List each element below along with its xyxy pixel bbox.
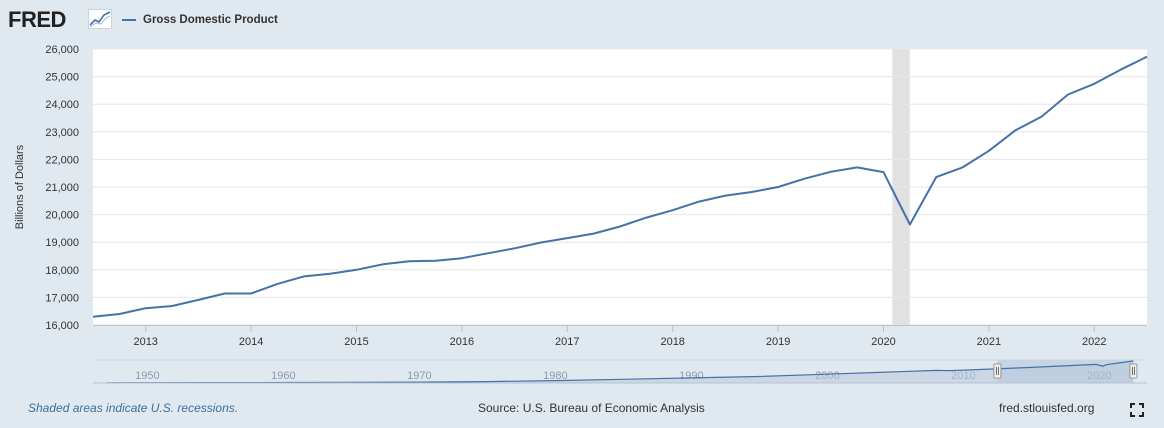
x-tick-label: 2022 [1082,336,1106,348]
fred-logo[interactable]: FRED [8,7,66,32]
x-tick-label: 2020 [871,336,895,348]
gdp-chart[interactable]: 16,000 17,000 18,000 19,000 20,000 21,000 22,0… [0,0,1164,395]
recession-note: Shaded areas indicate U.S. recessions. [28,401,239,415]
legend-label[interactable]: Gross Domestic Product [143,14,278,26]
y-tick-label: 24,000 [45,99,79,111]
navigator-tick-label: 1960 [271,370,295,382]
x-tick-label: 2013 [133,336,157,348]
x-tick-label: 2018 [660,336,684,348]
y-tick-label: 19,000 [45,237,79,249]
x-tick-label: 2019 [766,336,790,348]
y-tick-label: 16,000 [45,320,79,332]
x-tick-label: 2015 [344,336,368,348]
y-tick-label: 23,000 [45,127,79,139]
handle-body [993,363,1002,379]
y-tick-label: 20,000 [45,210,79,222]
x-tick-label: 2014 [239,336,263,348]
fred-sparkline-icon [88,9,112,29]
navigator-tick-label: 1950 [135,370,159,382]
x-tick-label: 2016 [450,336,474,348]
x-tick-label: 2017 [555,336,579,348]
y-tick-label: 26,000 [45,44,79,56]
navigator-tick-label: 1970 [407,370,431,382]
fullscreen-icon[interactable] [1130,403,1144,417]
navigator-line [106,360,1134,384]
navigator-left-handle[interactable] [993,363,1002,379]
handle-body [1129,363,1138,379]
y-axis-label: Billions of Dollars [14,144,26,229]
legend-swatch [122,19,136,21]
y-tick-label: 25,000 [45,72,79,84]
x-tick-label: 2021 [977,336,1001,348]
site-link[interactable]: fred.stlouisfed.org [999,401,1095,415]
chart-header: FRED Gross Domestic Product [0,0,1164,40]
gdp-series-line [92,55,1148,318]
legend: Gross Domestic Product [122,12,278,28]
y-tick-label: 17,000 [45,292,79,304]
navigator-tick-label: 1980 [543,370,567,382]
navigator-right-handle[interactable] [1129,363,1138,379]
y-tick-label: 21,000 [45,182,79,194]
y-tick-label: 18,000 [45,265,79,277]
navigator-area [106,361,1134,383]
y-tick-label: 22,000 [45,154,79,166]
source-note: Source: U.S. Bureau of Economic Analysis [478,401,705,415]
